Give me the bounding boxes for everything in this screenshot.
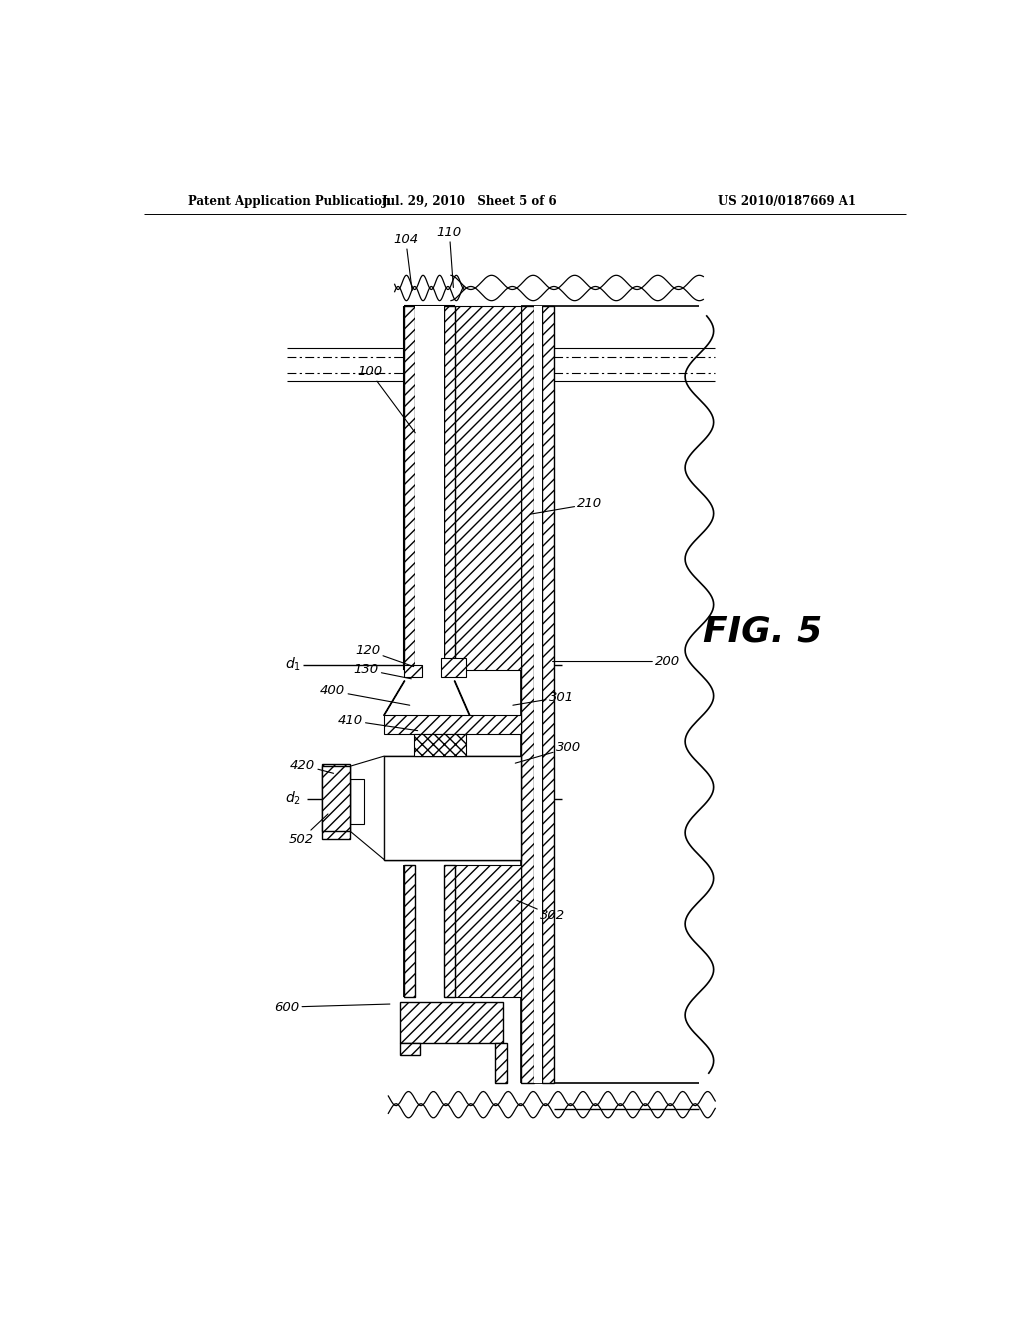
Bar [455, 306, 521, 669]
Bar [323, 764, 350, 840]
Polygon shape [350, 756, 384, 859]
Text: 120: 120 [355, 644, 414, 667]
Bar [400, 1002, 503, 1043]
Bar [400, 1043, 420, 1055]
Bar [323, 766, 350, 832]
Bar [495, 1043, 507, 1084]
Bar [350, 779, 365, 824]
Bar [384, 715, 521, 734]
Text: Jul. 29, 2010   Sheet 5 of 6: Jul. 29, 2010 Sheet 5 of 6 [381, 194, 557, 207]
Bar [440, 659, 466, 677]
Bar [404, 306, 416, 669]
Text: 130: 130 [353, 663, 412, 678]
Text: 400: 400 [321, 685, 410, 705]
Text: US 2010/0187669 A1: US 2010/0187669 A1 [718, 194, 856, 207]
Text: 600: 600 [274, 1001, 390, 1014]
Text: 301: 301 [513, 690, 573, 705]
Text: 410: 410 [338, 714, 418, 731]
Text: 110: 110 [437, 226, 462, 288]
Bar [534, 306, 543, 1084]
Polygon shape [455, 681, 470, 715]
Text: 100: 100 [357, 366, 416, 433]
Text: 210: 210 [530, 498, 602, 515]
Bar [543, 306, 554, 1084]
Bar [404, 664, 422, 677]
Text: 104: 104 [393, 234, 419, 290]
Bar [416, 306, 443, 669]
Bar [521, 306, 534, 1084]
Text: 302: 302 [517, 900, 565, 923]
Text: $d_2$: $d_2$ [285, 791, 301, 808]
Polygon shape [384, 681, 404, 715]
Bar [384, 756, 521, 859]
Text: FIG. 5: FIG. 5 [703, 614, 822, 648]
Bar [414, 734, 466, 756]
Text: 200: 200 [553, 655, 680, 668]
Text: 502: 502 [289, 814, 328, 846]
Bar [455, 865, 521, 997]
Bar [416, 865, 443, 997]
Text: 300: 300 [515, 742, 581, 763]
Bar [404, 865, 416, 997]
Text: $d_1$: $d_1$ [285, 656, 301, 673]
Text: 420: 420 [290, 759, 334, 774]
Bar [443, 306, 455, 669]
Text: Patent Application Publication: Patent Application Publication [187, 194, 390, 207]
Bar [443, 865, 455, 997]
